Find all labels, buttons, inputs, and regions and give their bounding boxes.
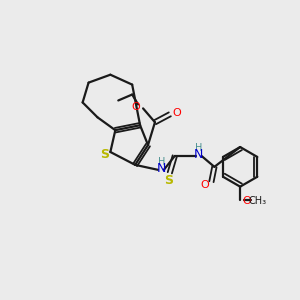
Text: O: O bbox=[172, 108, 181, 118]
Text: S: S bbox=[164, 174, 173, 187]
Text: H: H bbox=[158, 157, 166, 167]
Text: CH₃: CH₃ bbox=[249, 196, 267, 206]
Text: N: N bbox=[194, 148, 203, 161]
Text: O: O bbox=[243, 196, 251, 206]
Text: S: S bbox=[100, 148, 109, 161]
Text: H: H bbox=[195, 143, 202, 153]
Text: O: O bbox=[200, 180, 209, 190]
Text: N: N bbox=[157, 162, 167, 175]
Text: O: O bbox=[132, 102, 140, 112]
